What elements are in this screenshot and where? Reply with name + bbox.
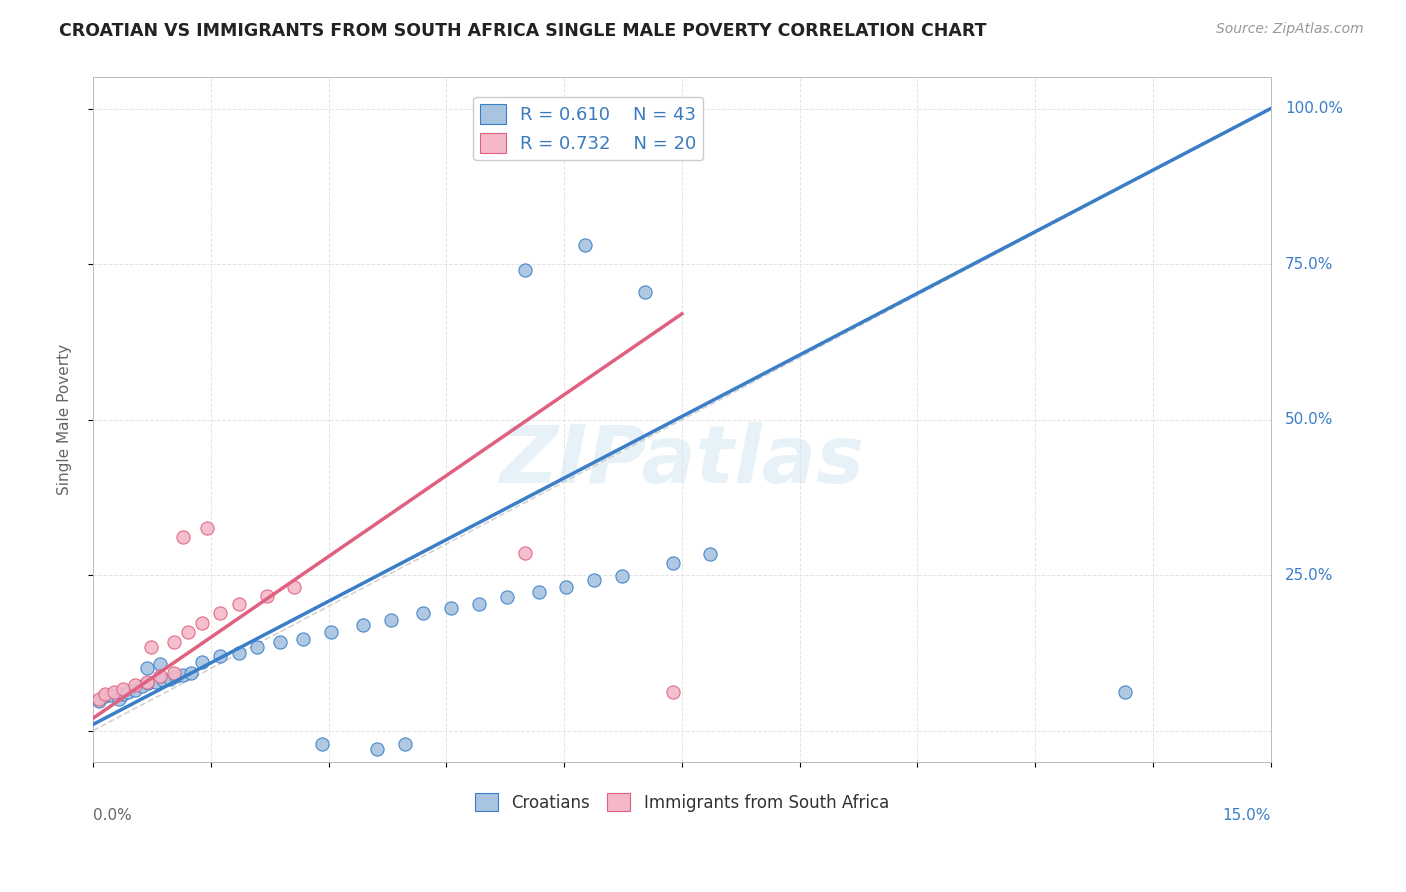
- Point: [159, 672, 181, 686]
- Point: [100, 688, 122, 702]
- Text: 50.0%: 50.0%: [1285, 412, 1333, 427]
- Point: [163, 635, 186, 649]
- Point: [172, 530, 194, 544]
- Point: [269, 635, 291, 649]
- Point: [149, 669, 172, 683]
- Point: [440, 600, 463, 615]
- Point: [124, 678, 146, 692]
- Point: [311, 737, 333, 751]
- Legend: Croatians, Immigrants from South Africa: Croatians, Immigrants from South Africa: [468, 787, 896, 819]
- Point: [131, 679, 153, 693]
- Point: [699, 547, 721, 561]
- Point: [495, 591, 517, 605]
- Point: [610, 568, 633, 582]
- Point: [555, 580, 578, 594]
- Point: [513, 263, 536, 277]
- Point: [634, 285, 657, 299]
- Point: [108, 691, 131, 706]
- Text: CROATIAN VS IMMIGRANTS FROM SOUTH AFRICA SINGLE MALE POVERTY CORRELATION CHART: CROATIAN VS IMMIGRANTS FROM SOUTH AFRICA…: [59, 22, 987, 40]
- Point: [191, 655, 214, 669]
- Point: [172, 667, 194, 681]
- Point: [1114, 685, 1136, 699]
- Point: [246, 640, 269, 655]
- Point: [135, 674, 157, 689]
- Point: [103, 685, 125, 699]
- Text: 25.0%: 25.0%: [1285, 567, 1333, 582]
- Point: [124, 683, 146, 698]
- Point: [191, 616, 214, 631]
- Point: [661, 556, 683, 570]
- Point: [177, 624, 200, 639]
- Point: [394, 737, 416, 751]
- Text: ZIPatlas: ZIPatlas: [499, 422, 865, 500]
- Point: [209, 606, 232, 620]
- Point: [87, 693, 110, 707]
- Point: [117, 685, 139, 699]
- Point: [180, 666, 202, 681]
- Point: [380, 613, 402, 627]
- Point: [468, 597, 491, 611]
- Point: [94, 690, 117, 704]
- Point: [135, 661, 157, 675]
- Point: [256, 589, 278, 603]
- Point: [141, 640, 163, 655]
- Text: 15.0%: 15.0%: [1222, 808, 1271, 823]
- Point: [228, 597, 250, 611]
- Point: [352, 617, 374, 632]
- Point: [292, 632, 315, 646]
- Point: [195, 521, 218, 535]
- Point: [321, 624, 343, 639]
- Point: [152, 673, 174, 687]
- Text: 0.0%: 0.0%: [93, 808, 132, 823]
- Point: [209, 648, 232, 663]
- Y-axis label: Single Male Poverty: Single Male Poverty: [58, 344, 72, 495]
- Point: [149, 657, 172, 672]
- Point: [112, 687, 135, 701]
- Point: [228, 646, 250, 660]
- Point: [366, 741, 388, 756]
- Point: [527, 585, 550, 599]
- Point: [513, 545, 536, 559]
- Point: [94, 687, 117, 701]
- Point: [163, 666, 186, 681]
- Text: 100.0%: 100.0%: [1285, 101, 1343, 116]
- Point: [583, 573, 606, 587]
- Text: Source: ZipAtlas.com: Source: ZipAtlas.com: [1216, 22, 1364, 37]
- Point: [165, 669, 187, 683]
- Point: [412, 606, 434, 620]
- Point: [112, 681, 135, 696]
- Point: [145, 674, 167, 689]
- Point: [574, 237, 596, 252]
- Point: [283, 580, 305, 594]
- Point: [87, 691, 110, 706]
- Point: [661, 685, 683, 699]
- Point: [138, 676, 160, 690]
- Text: 75.0%: 75.0%: [1285, 257, 1333, 271]
